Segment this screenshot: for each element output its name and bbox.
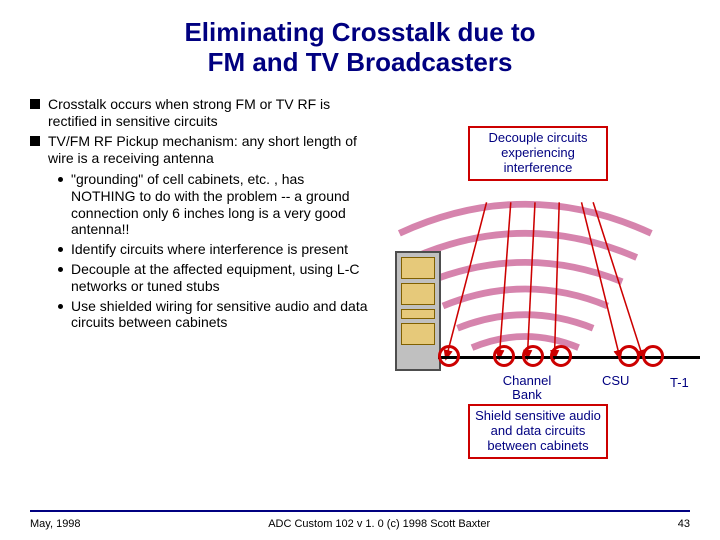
- equipment-cabinet-icon: [395, 251, 441, 371]
- bullet-text: "grounding" of cell cabinets, etc. , has…: [71, 171, 370, 238]
- shield-annotation: Shield sensitive audio and data circuits…: [468, 404, 608, 459]
- bullet-text: TV/FM RF Pickup mechanism: any short len…: [48, 133, 370, 167]
- annotation-text: Decouple circuits experiencing interfere…: [489, 130, 588, 175]
- body: Crosstalk occurs when strong FM or TV RF…: [30, 96, 690, 506]
- dot-bullet-icon: [58, 267, 63, 272]
- square-bullet-icon: [30, 99, 40, 109]
- diagram: Decouple circuits experiencing interfere…: [380, 96, 690, 506]
- footer-page: 43: [678, 518, 690, 530]
- interference-point-icon: [618, 345, 640, 367]
- cabinet-panel: [401, 323, 435, 345]
- csu-label: CSU: [602, 374, 629, 388]
- cabinet-panel: [401, 283, 435, 305]
- bullet-text: Identify circuits where interference is …: [71, 241, 370, 258]
- dot-bullet-icon: [58, 247, 63, 252]
- bullet-l2: Use shielded wiring for sensitive audio …: [58, 298, 370, 332]
- interference-point-icon: [493, 345, 515, 367]
- title-line1: Eliminating Crosstalk due to: [184, 17, 535, 47]
- left-column: Crosstalk occurs when strong FM or TV RF…: [30, 96, 370, 506]
- bullet-l1: TV/FM RF Pickup mechanism: any short len…: [30, 133, 370, 167]
- footer: May, 1998 ADC Custom 102 v 1. 0 (c) 1998…: [30, 510, 690, 530]
- interference-point-icon: [550, 345, 572, 367]
- slide-title: Eliminating Crosstalk due to FM and TV B…: [30, 18, 690, 78]
- channel-bank-label: Channel Bank: [492, 374, 562, 403]
- decouple-annotation: Decouple circuits experiencing interfere…: [468, 126, 608, 181]
- bullet-l2: Decouple at the affected equipment, usin…: [58, 261, 370, 295]
- cabinet-panel: [401, 309, 435, 319]
- footer-center: ADC Custom 102 v 1. 0 (c) 1998 Scott Bax…: [268, 518, 490, 530]
- bullet-l1: Crosstalk occurs when strong FM or TV RF…: [30, 96, 370, 130]
- bullet-l2: Identify circuits where interference is …: [58, 241, 370, 258]
- interference-point-icon: [438, 345, 460, 367]
- bullet-text: Crosstalk occurs when strong FM or TV RF…: [48, 96, 370, 130]
- annotation-text: Shield sensitive audio and data circuits…: [475, 408, 601, 453]
- interference-point-icon: [522, 345, 544, 367]
- cabinet-panel: [401, 257, 435, 279]
- square-bullet-icon: [30, 136, 40, 146]
- footer-date: May, 1998: [30, 518, 81, 530]
- dot-bullet-icon: [58, 304, 63, 309]
- dot-bullet-icon: [58, 177, 63, 182]
- bullet-l2: "grounding" of cell cabinets, etc. , has…: [58, 171, 370, 238]
- t1-label: T-1: [670, 376, 689, 390]
- bullet-text: Use shielded wiring for sensitive audio …: [71, 298, 370, 332]
- bullet-text: Decouple at the affected equipment, usin…: [71, 261, 370, 295]
- title-line2: FM and TV Broadcasters: [208, 47, 513, 77]
- interference-point-icon: [642, 345, 664, 367]
